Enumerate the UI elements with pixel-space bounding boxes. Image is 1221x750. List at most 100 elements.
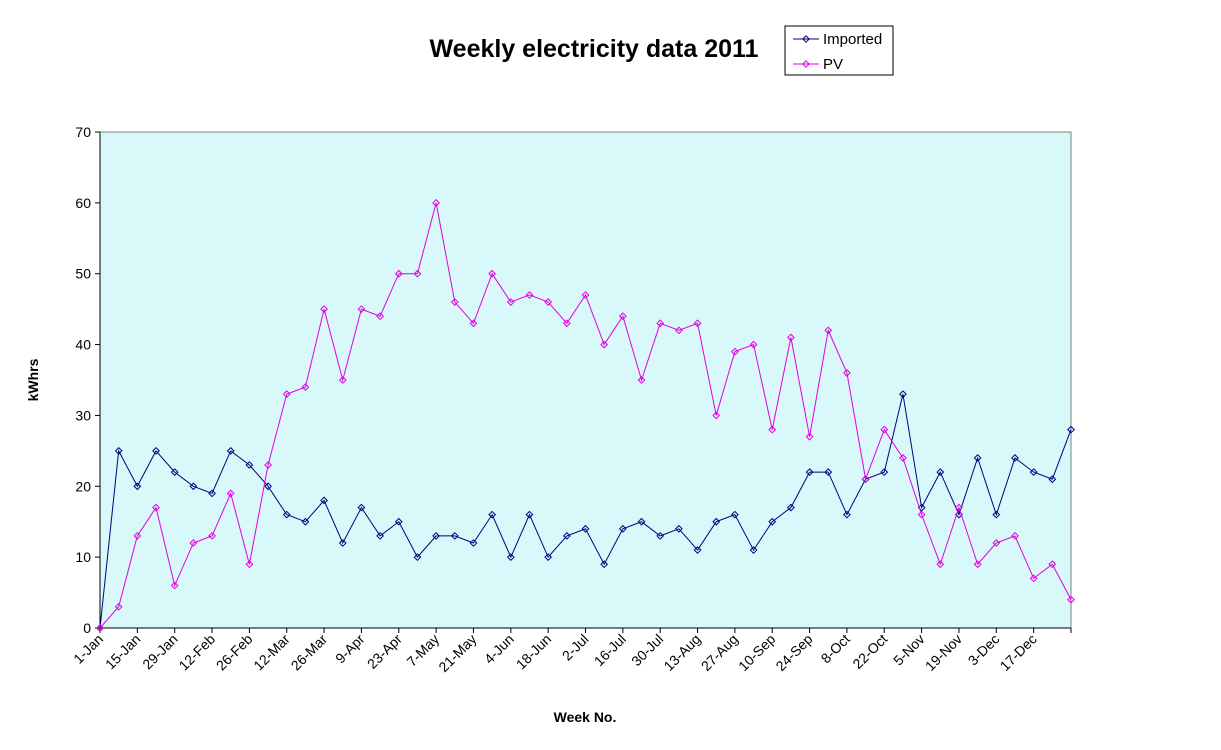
- chart-title: Weekly electricity data 2011: [430, 35, 759, 63]
- data-point-imported: [730, 510, 739, 519]
- x-tick-label: 27-Aug: [698, 631, 741, 674]
- data-point-imported: [338, 539, 347, 547]
- data-point-imported: [544, 553, 553, 562]
- x-tick-label: 26-Feb: [213, 631, 256, 674]
- data-point-pv: [320, 305, 328, 314]
- series-pv: [96, 198, 1075, 632]
- data-point-imported: [1011, 454, 1019, 462]
- data-point-pv: [992, 539, 1001, 547]
- x-tick-label: 26-Mar: [288, 631, 331, 674]
- data-point-pv: [861, 475, 870, 484]
- data-point-imported: [637, 517, 646, 526]
- data-point-pv: [394, 269, 403, 278]
- data-point-pv: [1067, 595, 1075, 604]
- data-point-imported: [880, 468, 889, 477]
- x-tick-label: 2-Jul: [559, 631, 592, 664]
- legend-label-imported: Imported: [823, 31, 882, 48]
- data-point-pv: [1048, 560, 1057, 569]
- data-point-pv: [693, 319, 702, 328]
- x-tick-label: 8-Oct: [818, 631, 854, 667]
- data-point-pv: [544, 298, 553, 306]
- data-point-imported: [786, 503, 795, 512]
- x-tick-label: 16-Jul: [591, 631, 629, 669]
- data-point-imported: [226, 446, 235, 455]
- data-point-pv: [805, 432, 814, 441]
- data-point-imported: [488, 510, 497, 519]
- data-point-pv: [637, 376, 646, 384]
- data-point-pv: [1029, 574, 1038, 583]
- data-point-imported: [114, 446, 123, 455]
- legend-label-pv: PV: [823, 56, 843, 73]
- data-point-pv: [376, 312, 385, 321]
- data-point-pv: [768, 425, 777, 434]
- legend: Imported PV: [784, 25, 894, 76]
- data-point-imported: [208, 489, 216, 498]
- data-point-imported: [600, 560, 609, 569]
- data-point-pv: [786, 333, 795, 342]
- y-tick-label: 50: [75, 266, 91, 282]
- data-point-imported: [749, 546, 758, 554]
- data-point-pv: [488, 269, 497, 278]
- x-tick-label: 12-Feb: [175, 631, 218, 674]
- data-point-pv: [413, 269, 422, 278]
- x-tick-label: 17-Dec: [997, 631, 1040, 674]
- y-axis: 0 10 20 30 40 50 60 70: [75, 124, 101, 636]
- data-point-imported: [245, 461, 254, 469]
- legend-item-imported: Imported: [793, 31, 882, 48]
- data-point-imported: [936, 468, 945, 477]
- data-point-imported: [1067, 425, 1075, 434]
- data-point-pv: [170, 581, 179, 590]
- x-tick-label: 24-Sep: [772, 631, 815, 674]
- series-line-imported: [99, 394, 1072, 629]
- legend-item-pv: PV: [793, 56, 843, 73]
- data-point-imported: [973, 454, 982, 462]
- data-point-pv: [1011, 531, 1019, 540]
- data-point-pv: [208, 531, 216, 540]
- data-point-imported: [133, 482, 142, 491]
- y-tick-label: 10: [75, 549, 91, 565]
- data-point-imported: [450, 531, 459, 540]
- data-point-imported: [656, 531, 665, 540]
- data-point-imported: [618, 524, 627, 533]
- plot-area: [99, 131, 1072, 629]
- y-tick-label: 70: [75, 124, 91, 140]
- x-tick-label: 13-Aug: [660, 631, 703, 674]
- data-point-pv: [712, 411, 721, 420]
- data-point-pv: [656, 319, 665, 328]
- data-point-pv: [730, 347, 739, 356]
- data-point-imported: [525, 510, 534, 519]
- data-point-pv: [955, 503, 963, 512]
- x-tick-label: 4-Jun: [481, 631, 517, 667]
- x-tick-label: 9-Apr: [332, 631, 368, 667]
- data-point-imported: [301, 517, 310, 526]
- data-point-pv: [936, 560, 945, 569]
- data-point-pv: [469, 319, 478, 328]
- data-point-pv: [880, 425, 889, 434]
- legend-marker-pv: [802, 60, 810, 68]
- x-tick-label: 18-Jun: [513, 631, 555, 673]
- data-point-imported: [320, 496, 328, 505]
- data-point-imported: [170, 468, 179, 477]
- data-point-pv: [843, 369, 851, 377]
- data-point-pv: [133, 531, 142, 540]
- data-point-imported: [469, 539, 478, 547]
- legend-box: [784, 25, 894, 76]
- data-point-imported: [357, 503, 366, 512]
- data-point-imported: [413, 553, 422, 562]
- y-tick-label: 30: [75, 407, 91, 423]
- data-point-imported: [394, 517, 403, 526]
- data-point-imported: [264, 482, 272, 491]
- data-point-pv: [282, 390, 291, 399]
- data-point-pv: [562, 319, 571, 328]
- x-tick-label: 1-Jan: [70, 631, 106, 667]
- data-point-pv: [114, 602, 123, 611]
- y-tick-label: 40: [75, 337, 91, 353]
- data-point-imported: [1048, 475, 1057, 484]
- data-point-pv: [226, 489, 235, 498]
- data-point-imported: [376, 531, 385, 540]
- x-tick-label: 29-Jan: [139, 631, 181, 673]
- data-point-pv: [152, 503, 160, 512]
- data-point-imported: [768, 517, 777, 526]
- x-tick-label: 23-Apr: [364, 631, 405, 672]
